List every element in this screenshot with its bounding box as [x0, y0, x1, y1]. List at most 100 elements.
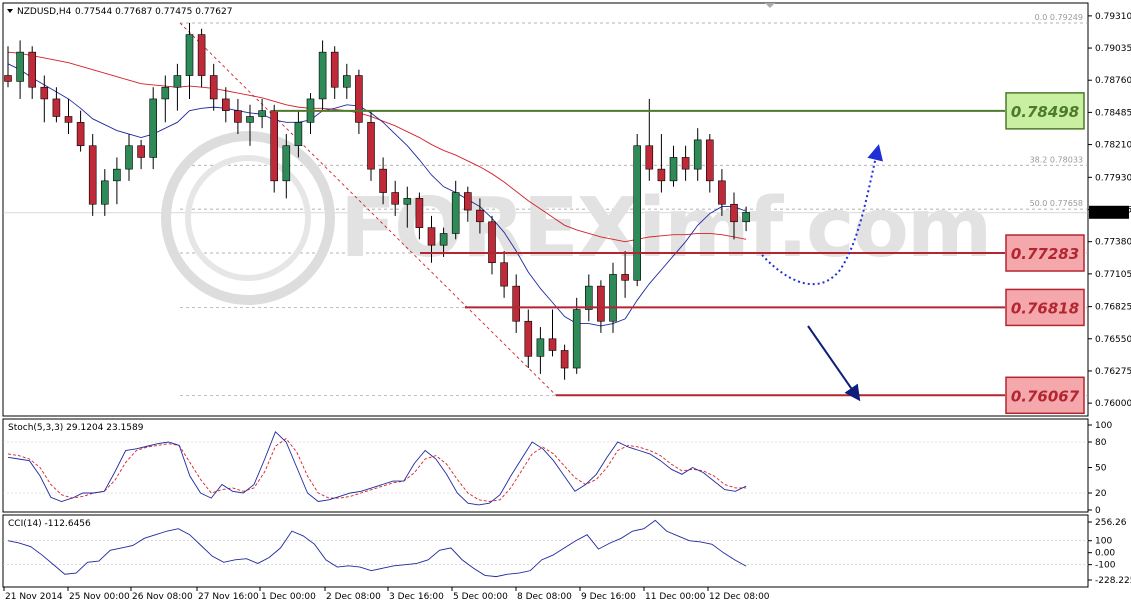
fib-label: 50.0 0.77658	[1030, 199, 1083, 208]
candle-body	[718, 180, 726, 205]
price-tick-label: 0.76825	[1095, 303, 1131, 313]
candle	[439, 227, 448, 257]
candle	[548, 309, 557, 357]
ma-slow-line	[7, 51, 747, 243]
price-tick-label: 0.78210	[1095, 141, 1131, 151]
cci-tick-label: 100	[1095, 537, 1112, 547]
candle-body	[318, 51, 327, 100]
stoch-main-line	[7, 431, 747, 506]
candle	[234, 98, 242, 135]
candle	[258, 98, 266, 129]
time-tick-label: 25 Nov 00:00	[69, 592, 130, 602]
candle	[209, 63, 218, 111]
candle	[113, 157, 121, 205]
candle-body	[439, 233, 448, 246]
candle	[705, 134, 714, 193]
candle	[512, 274, 521, 333]
price-tick-label: 0.76550	[1095, 335, 1131, 345]
candle-body	[548, 338, 557, 351]
candle-body	[572, 309, 581, 369]
candle	[693, 128, 702, 181]
ma-fast-line	[7, 63, 747, 327]
candle-body	[28, 51, 37, 88]
current-price-label: 0.77627	[1092, 209, 1129, 219]
candle-body	[500, 262, 508, 287]
dropdown-arrow-icon[interactable]	[7, 9, 13, 13]
candle	[318, 40, 327, 111]
candle	[718, 169, 726, 216]
candle-body	[742, 212, 750, 223]
candle	[64, 98, 73, 135]
candle	[657, 134, 666, 193]
candle-body	[730, 203, 738, 223]
stoch-tick-label: 80	[1095, 438, 1107, 448]
candle	[52, 87, 61, 123]
candle	[342, 63, 351, 99]
candle-body	[113, 168, 121, 182]
candle	[609, 262, 617, 333]
stoch-panel	[2, 418, 1089, 513]
candle-body	[403, 198, 412, 205]
candle	[572, 297, 581, 374]
candle-body	[52, 98, 61, 117]
candle	[524, 309, 533, 369]
price-tick-label: 0.77380	[1095, 238, 1131, 248]
candle	[391, 180, 400, 216]
candle-body	[367, 122, 375, 170]
fib-label: 38.2 0.78033	[1030, 155, 1083, 164]
candle-body	[524, 320, 533, 357]
candle	[246, 104, 254, 146]
candle	[476, 198, 484, 234]
stoch-tick-label: 0	[1095, 506, 1101, 516]
candle	[125, 134, 133, 181]
candle	[88, 134, 97, 216]
candle-body	[415, 198, 424, 228]
symbol-label: NZDUSD,H4	[17, 7, 72, 17]
cci-tick-label: -100	[1095, 561, 1116, 571]
current-price-box	[1089, 205, 1129, 219]
level-label: 0.78498	[1011, 103, 1079, 121]
projection-down-arrow	[807, 325, 861, 402]
time-tick-label: 2 Dec 08:00	[326, 592, 381, 602]
candle	[16, 40, 24, 99]
candle-body	[222, 98, 230, 111]
cci-line	[7, 519, 747, 578]
candle	[427, 215, 436, 263]
candle-body	[488, 221, 496, 264]
scroll-marker-icon[interactable]	[765, 3, 775, 8]
price-tick-label: 0.79310	[1095, 12, 1131, 22]
stoch-label: Stoch(5,3,3) 29.1204 23.1589	[8, 423, 144, 433]
candle-body	[584, 285, 593, 310]
watermark-text: FOREXimf.com	[340, 181, 990, 276]
candle-body	[294, 122, 303, 147]
candle-body	[209, 75, 218, 100]
time-tick-label: 26 Nov 08:00	[132, 592, 193, 602]
candle	[379, 157, 387, 205]
candle	[173, 63, 182, 111]
candle-body	[88, 145, 97, 205]
candle-body	[476, 209, 484, 223]
candle-body	[173, 75, 182, 88]
candle-body	[391, 192, 400, 205]
candle	[270, 104, 279, 193]
candle	[137, 139, 145, 170]
candle	[282, 134, 291, 199]
candle-body	[693, 139, 702, 170]
candle-body	[246, 116, 254, 123]
level-box	[1005, 92, 1085, 130]
candle-body	[342, 75, 351, 88]
candle-body	[258, 110, 266, 117]
candle-body	[451, 192, 460, 234]
candle	[621, 251, 629, 298]
candle-body	[621, 274, 629, 281]
candle-body	[597, 285, 605, 322]
candle-body	[669, 157, 678, 182]
price-tick-label: 0.79035	[1095, 44, 1131, 54]
time-tick-label: 12 Dec 08:00	[709, 592, 770, 602]
candle	[742, 206, 750, 232]
candle	[294, 110, 303, 158]
time-tick-label: 3 Dec 16:00	[389, 592, 444, 602]
level-box	[1005, 234, 1085, 272]
candle	[185, 22, 194, 99]
